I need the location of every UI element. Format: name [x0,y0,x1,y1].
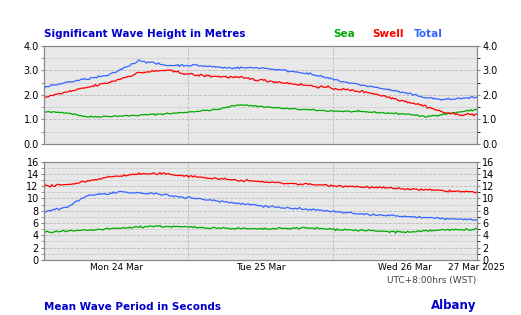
Text: Mean Wave Period in Seconds: Mean Wave Period in Seconds [44,302,221,312]
Text: Swell: Swell [373,29,404,39]
Text: Total: Total [414,29,443,39]
Text: UTC+8:00hrs (WST): UTC+8:00hrs (WST) [388,276,477,285]
Text: Significant Wave Height in Metres: Significant Wave Height in Metres [44,29,246,39]
Text: Albany: Albany [431,299,477,312]
Text: Sea: Sea [333,29,355,39]
